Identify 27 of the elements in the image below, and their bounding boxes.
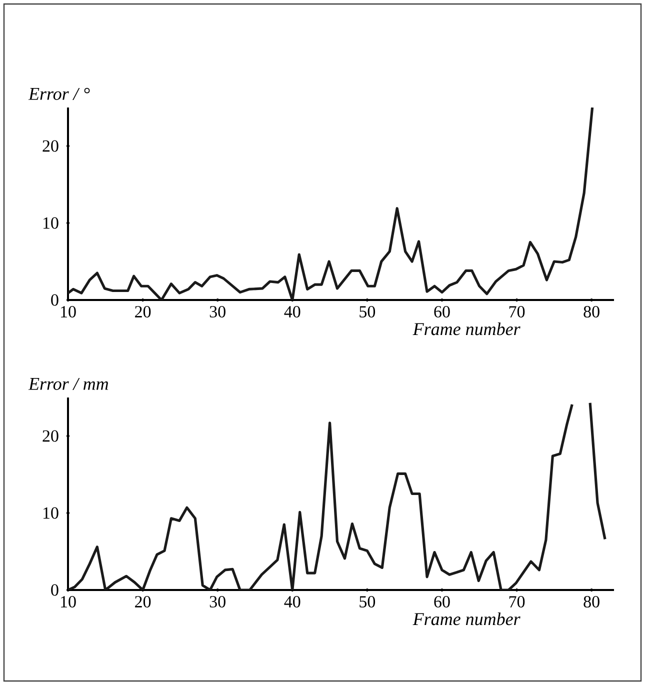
x-tick-label: 20: [135, 306, 151, 318]
x-tick-label: 30: [210, 306, 226, 318]
x-tick-label: 60: [434, 306, 450, 318]
x-tick-label: 60: [434, 596, 450, 608]
x-tick-label: 80: [584, 306, 600, 318]
x-tick-label: 80: [584, 596, 600, 608]
x-tick-label: 40: [284, 596, 300, 608]
x-tick-label: 50: [360, 306, 376, 318]
line-series: [68, 107, 594, 300]
x-tick-label: 70: [509, 596, 525, 608]
x-axis-title: Frame number: [412, 322, 520, 336]
x-axis-title: Frame number: [412, 612, 520, 626]
x-tick-label: 70: [509, 306, 525, 318]
y-tick-label: 10: [43, 507, 58, 519]
y-axis-title: Error / °: [28, 88, 90, 100]
x-tick-label: 20: [135, 596, 151, 608]
y-tick-label: 0: [51, 294, 58, 306]
y-tick-label: 20: [42, 430, 58, 442]
x-tick-label: 30: [210, 596, 226, 608]
x-tick-label: 10: [61, 596, 76, 608]
x-tick-label: 10: [61, 306, 76, 318]
y-tick-label: 20: [42, 140, 58, 152]
x-tick-label: 50: [360, 596, 376, 608]
y-axis-title: Error / mm: [28, 378, 108, 390]
y-tick-label: 0: [51, 584, 58, 596]
y-tick-label: 10: [43, 217, 58, 229]
x-tick-label: 40: [284, 306, 300, 318]
